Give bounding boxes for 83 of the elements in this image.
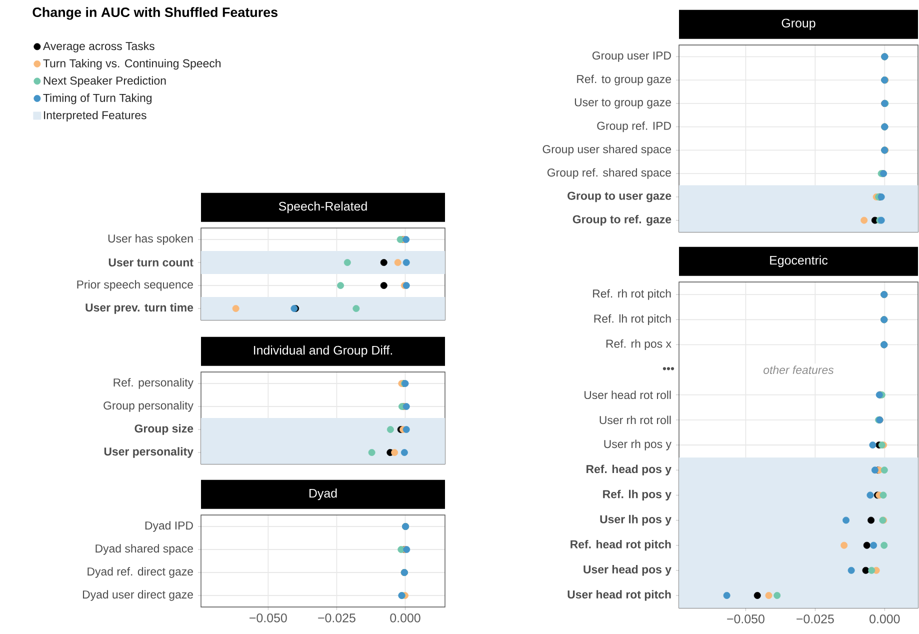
y-tick-label: User lh pos y: [600, 514, 672, 526]
y-tick-label: User head pos y: [584, 565, 672, 576]
y-tick-label: Ref. head pos y: [586, 464, 672, 476]
y-tick-label: Group ref. shared space: [547, 168, 671, 179]
point: [391, 449, 398, 456]
legend-label: Turn Taking vs. Continuing Speech: [43, 59, 221, 70]
point: [880, 492, 887, 499]
point: [869, 442, 876, 448]
chart-title: Egocentric: [770, 256, 828, 268]
point: [765, 592, 772, 599]
chart-title: Dyad: [309, 488, 337, 500]
y-tick-label: Ref. lh pos y: [603, 490, 672, 500]
y-tick-label: User prev. turn time: [86, 303, 194, 314]
x-tick-label: −0.050: [250, 614, 287, 622]
point: [723, 592, 730, 599]
y-tick-label: User rh pos y: [604, 440, 672, 450]
point: [774, 592, 781, 599]
y-tick-label: User head rot roll: [584, 390, 671, 400]
y-tick-label: User has spoken: [108, 234, 193, 245]
text: Change in AUC with Shuffled Features: [32, 7, 278, 20]
y-tick-label: Prior speech sequence: [77, 280, 193, 291]
point: [870, 542, 878, 549]
x-tick-label: −0.025: [318, 614, 356, 622]
legend-label: Next Speaker Prediction: [44, 76, 166, 87]
y-tick-label: Group to ref. gaze: [572, 214, 672, 226]
point: [400, 449, 408, 456]
legend-label: Average across Tasks: [42, 42, 154, 52]
y-tick-label: Ref. to group gaze: [577, 74, 671, 86]
point: [866, 492, 874, 499]
point: [232, 305, 240, 312]
y-tick-label: Dyad shared space: [96, 544, 193, 555]
legend-label: Timing of Turn Taking: [43, 94, 152, 104]
point: [386, 426, 394, 433]
point: [860, 216, 868, 224]
y-tick-label: Group user IPD: [592, 52, 671, 62]
legend-label: Interpreted Features: [44, 110, 146, 122]
y-tick-label: User rh rot roll: [600, 416, 671, 424]
y-tick-label: Group user shared space: [542, 144, 671, 156]
y-tick-label: •••: [662, 367, 674, 370]
y-tick-label: Ref. rh rot pitch: [593, 289, 671, 300]
y-tick-label: Group personality: [104, 401, 194, 412]
y-tick-label: Dyad IPD: [145, 521, 193, 532]
point: [880, 466, 888, 474]
y-tick-label: User head rot pitch: [568, 590, 671, 601]
point: [344, 259, 351, 266]
chart-title: Speech-Related: [278, 202, 367, 214]
point: [402, 259, 410, 266]
y-tick-label: User turn count: [108, 258, 194, 266]
point: [868, 516, 875, 524]
point: [840, 542, 848, 549]
point: [880, 542, 888, 549]
point: [862, 566, 870, 574]
y-tick-label: Group size: [134, 424, 194, 435]
point: [380, 259, 388, 266]
x-tick-label: −0.050: [727, 614, 764, 624]
x-tick-label: −0.025: [796, 614, 834, 624]
y-tick-label: Group to user gaze: [568, 192, 672, 202]
point: [352, 305, 360, 312]
x-tick-label: 0.000: [390, 614, 420, 622]
point: [337, 282, 344, 289]
point: [868, 566, 876, 574]
point: [848, 566, 855, 574]
point: [394, 259, 402, 266]
y-tick-label: User personality: [104, 447, 194, 458]
y-tick-label: Ref. head rot pitch: [570, 540, 671, 551]
y-tick-label: User to group gaze: [574, 98, 671, 109]
y-tick-label: Ref. rh pos x: [606, 339, 672, 350]
x-tick-label: 0.000: [870, 614, 900, 624]
y-tick-label: Ref. personality: [114, 378, 194, 389]
y-tick-label: Dyad ref. direct gaze: [88, 567, 193, 578]
point: [871, 466, 878, 474]
point: [368, 449, 376, 456]
chart-title: Individual and Group Diff.: [254, 346, 392, 358]
point: [842, 516, 850, 524]
point: [402, 426, 410, 433]
y-tick-label: Group ref. IPD: [597, 121, 671, 132]
point: [380, 282, 388, 289]
point: [754, 592, 761, 599]
point: [863, 542, 870, 549]
y-tick-label: Ref. lh rot pitch: [594, 314, 671, 325]
y-tick-label: Dyad user direct gaze: [82, 590, 193, 601]
chart-title: Group: [782, 18, 816, 30]
annotation: other features: [764, 366, 834, 374]
